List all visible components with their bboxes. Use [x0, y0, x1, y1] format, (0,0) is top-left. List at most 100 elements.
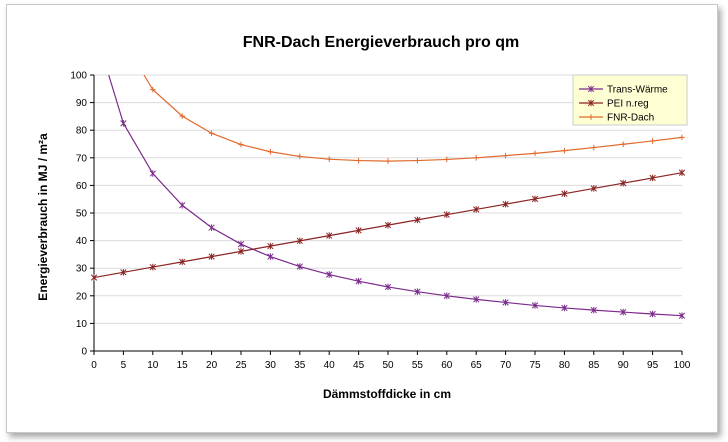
- data-point: [531, 195, 539, 203]
- data-point: [120, 120, 127, 127]
- data-point: [385, 158, 391, 164]
- data-point: [267, 253, 274, 260]
- legend-marker-0: [587, 85, 595, 93]
- data-point: [208, 130, 215, 137]
- x-tick-label: 90: [618, 360, 630, 371]
- x-tick-label: 70: [500, 360, 512, 371]
- data-point: [590, 185, 597, 192]
- y-tick-label: 80: [76, 126, 88, 137]
- x-tick-label: 50: [382, 360, 394, 371]
- chart-frame: FNR-Dach Energieverbrauch pro qm 0 10 20 30…: [6, 4, 718, 433]
- data-point: [443, 211, 450, 218]
- data-point: [384, 283, 392, 291]
- data-point: [678, 169, 686, 177]
- data-point: [355, 157, 362, 164]
- data-point: [473, 155, 479, 161]
- data-point: [590, 306, 597, 314]
- data-point: [649, 310, 656, 318]
- legend-marker-1: [587, 99, 595, 107]
- x-tick-label: 60: [441, 360, 453, 371]
- x-tick-label: 30: [265, 360, 277, 371]
- data-point: [326, 232, 333, 239]
- x-tick-label: 25: [235, 360, 247, 371]
- x-tick-label: 100: [674, 360, 691, 371]
- data-point: [443, 292, 450, 300]
- axes: [90, 74, 683, 355]
- data-point: [326, 156, 332, 162]
- chart-title: FNR-Dach Energieverbrauch pro qm: [243, 34, 520, 51]
- x-tick-label: 0: [91, 360, 97, 371]
- x-tick-label: 55: [412, 360, 424, 371]
- data-point: [473, 206, 480, 213]
- data-point: [620, 308, 627, 316]
- data-point: [591, 144, 597, 151]
- x-tick-label: 80: [559, 360, 571, 371]
- y-tick-label: 40: [76, 236, 88, 247]
- data-point: [149, 170, 156, 177]
- line-chart: FNR-Dach Energieverbrauch pro qm 0 10 20 30…: [36, 34, 691, 401]
- data-point: [296, 263, 303, 270]
- y-tick-label: 60: [76, 181, 88, 192]
- x-axis-title: Dämmstoffdicke in cm: [323, 387, 451, 401]
- data-point: [502, 152, 509, 159]
- data-point: [561, 147, 568, 154]
- data-point: [502, 200, 509, 208]
- data-point: [355, 277, 362, 285]
- data-point: [296, 237, 303, 245]
- legend-label-1: PEI n.reg: [607, 99, 649, 110]
- x-tick-label: 75: [529, 360, 541, 371]
- data-point: [326, 271, 333, 278]
- data-point: [414, 216, 421, 224]
- data-point: [679, 134, 685, 141]
- x-tick-label: 20: [206, 360, 218, 371]
- data-point: [90, 274, 98, 281]
- y-tick-label: 90: [76, 98, 88, 109]
- y-axis-title: Energieverbrauch in MJ / m²a: [36, 133, 50, 301]
- x-tick-label: 95: [647, 360, 659, 371]
- y-tick-label: 0: [81, 347, 87, 358]
- data-point: [208, 253, 215, 260]
- data-point: [620, 179, 627, 187]
- data-point: [150, 86, 156, 93]
- y-tick-label: 20: [76, 291, 88, 302]
- data-point: [237, 240, 245, 248]
- y-tick-label: 70: [76, 153, 88, 164]
- x-tick-label: 15: [177, 360, 189, 371]
- data-point: [502, 299, 509, 306]
- data-point: [414, 288, 421, 295]
- series-lines: [90, 74, 686, 319]
- legend-label-2: FNR-Dach: [607, 113, 654, 124]
- data-point: [649, 174, 656, 182]
- legend-marker-2: [588, 114, 594, 120]
- data-point: [238, 141, 244, 148]
- data-point: [267, 148, 274, 155]
- x-tick-label: 45: [353, 360, 365, 371]
- data-point: [531, 302, 539, 309]
- x-tick-label: 65: [471, 360, 483, 371]
- data-point: [179, 201, 186, 209]
- series-line-2: [143, 74, 683, 162]
- data-point: [678, 312, 686, 319]
- legend: Trans-Wärme PEI n.reg FNR-Dach: [572, 74, 688, 126]
- y-tick-labels: 0 10 20 30 40 50 60 70 80 90 100: [70, 71, 87, 358]
- legend-label-0: Trans-Wärme: [607, 85, 668, 96]
- x-tick-label: 10: [147, 360, 159, 371]
- data-point: [208, 224, 215, 231]
- x-tick-label: 35: [294, 360, 306, 371]
- data-point: [444, 156, 450, 163]
- data-point: [561, 190, 568, 197]
- data-point: [355, 227, 362, 234]
- data-point: [532, 150, 538, 157]
- y-tick-label: 30: [76, 264, 88, 275]
- x-tick-label: 85: [588, 360, 600, 371]
- x-tick-labels: 0 5 10 15 20 25 30 35 40 45 50 55 60 65 70 75 80 85 90 95 10…: [91, 360, 691, 371]
- data-point: [473, 296, 480, 303]
- data-point: [384, 221, 392, 229]
- data-point: [649, 138, 656, 144]
- x-tick-label: 40: [324, 360, 336, 371]
- y-tick-label: 100: [70, 71, 87, 82]
- y-tick-label: 50: [76, 209, 88, 220]
- data-point: [179, 258, 186, 266]
- x-tick-label: 5: [121, 360, 127, 371]
- data-point: [120, 269, 127, 276]
